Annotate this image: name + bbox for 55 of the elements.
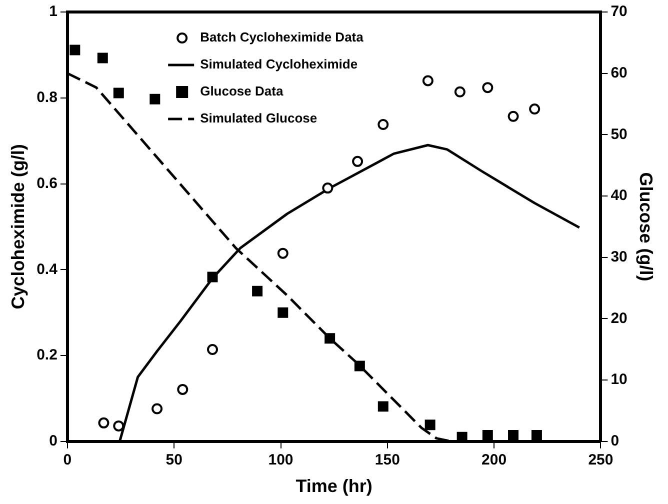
y-tick-label: 0 [49, 432, 58, 450]
point [252, 286, 263, 296]
point [207, 344, 218, 356]
y2-tick-label: 60 [610, 64, 628, 82]
y-tick-label: 0.2 [36, 346, 58, 364]
point [354, 360, 365, 372]
point [152, 403, 163, 414]
point [529, 104, 540, 115]
point [98, 417, 110, 428]
x-axis-title: Time (hr) [296, 476, 372, 496]
point [70, 44, 80, 56]
y-tick-label: 0.8 [36, 89, 58, 106]
point [422, 75, 434, 86]
y2-tick-label: 20 [610, 310, 628, 327]
point [324, 333, 336, 344]
y2-tick-label: 0 [610, 432, 620, 450]
point [278, 307, 288, 318]
y2-tick-label: 40 [610, 187, 628, 204]
point [322, 182, 334, 194]
y-tick-label: 0.6 [36, 174, 58, 192]
point [424, 420, 436, 430]
legend-label: Batch Cycloheximide Data [200, 30, 364, 45]
y2-axis-title: Glucose (g/l) [636, 172, 656, 282]
y-axis-title: Cycloheximide (g/l) [8, 144, 28, 310]
y2-tick-label: 50 [610, 126, 628, 143]
point [531, 430, 542, 441]
y-tick-label: 1 [49, 3, 58, 20]
point [113, 88, 124, 98]
y2-tick-label: 10 [610, 371, 628, 388]
point [177, 384, 188, 395]
point [482, 430, 493, 441]
point [150, 94, 160, 104]
x-tick-label: 250 [588, 452, 614, 469]
x-tick-label: 50 [166, 452, 182, 469]
y2-tick-label: 30 [610, 248, 628, 266]
point [113, 420, 124, 432]
y-tick-label: 0.4 [36, 260, 58, 278]
point [97, 52, 108, 64]
y2-tick-label: 70 [610, 3, 628, 20]
point [508, 110, 519, 122]
x-tick-label: 0 [63, 452, 72, 469]
x-tick-label: 100 [268, 452, 294, 469]
legend-label: Glucose Data [200, 84, 284, 99]
point [456, 432, 468, 442]
x-tick-label: 150 [374, 452, 400, 469]
point [378, 401, 388, 412]
point [508, 430, 519, 441]
point [482, 82, 494, 94]
legend-label: Simulated Glucose [200, 110, 318, 126]
point [277, 248, 288, 259]
point [454, 86, 466, 98]
x-tick-label: 200 [482, 452, 507, 469]
point [352, 156, 364, 167]
legend-label: Simulated Cycloheximide [200, 56, 358, 72]
point [378, 119, 389, 130]
